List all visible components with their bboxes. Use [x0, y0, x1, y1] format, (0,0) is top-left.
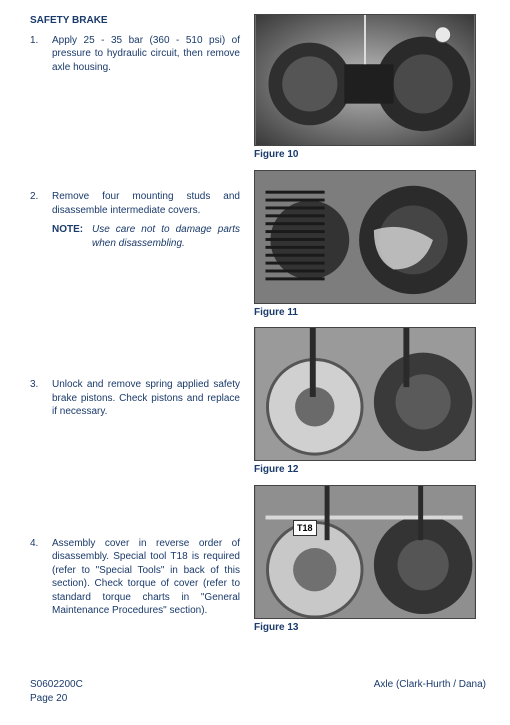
step-item: 3.Unlock and remove spring applied safet…	[30, 378, 240, 419]
step-note: NOTE:Use care not to damage parts when d…	[52, 223, 240, 250]
doc-code: S0602200C	[30, 678, 83, 692]
figure-block: Figure 12	[254, 327, 486, 477]
figure-image	[254, 327, 476, 461]
footer-right: Axle (Clark-Hurth / Dana)	[374, 678, 486, 705]
steps-list: 1.Apply 25 - 35 bar (360 - 510 psi) of p…	[30, 34, 240, 618]
step-number: 2.	[30, 190, 52, 250]
step-number: 1.	[30, 34, 52, 75]
step-number: 3.	[30, 378, 52, 419]
step-text: Remove four mounting studs and disassemb…	[52, 190, 240, 217]
figure-block: T18 Figure 13	[254, 485, 486, 635]
figure-block: Figure 10	[254, 14, 486, 162]
left-column: SAFETY BRAKE 1.Apply 25 - 35 bar (360 - …	[30, 14, 240, 642]
tool-tag: T18	[293, 520, 317, 536]
note-label: NOTE:	[52, 223, 92, 250]
figure-caption: Figure 12	[254, 463, 486, 477]
step-text: Assembly cover in reverse order of disas…	[52, 537, 240, 618]
figure-caption: Figure 10	[254, 148, 486, 162]
figure-caption: Figure 11	[254, 306, 486, 320]
step-body: Assembly cover in reverse order of disas…	[52, 537, 240, 618]
figure-block: Figure 11	[254, 170, 486, 320]
page-number: Page 20	[30, 692, 83, 706]
right-column: Figure 10 Figure 11 Figure 12 T18 Figure …	[254, 14, 486, 642]
step-item: 4.Assembly cover in reverse order of dis…	[30, 537, 240, 618]
figure-image	[254, 14, 476, 146]
step-body: Apply 25 - 35 bar (360 - 510 psi) of pre…	[52, 34, 240, 75]
step-text: Unlock and remove spring applied safety …	[52, 378, 240, 419]
figure-image	[254, 170, 476, 304]
step-item: 2.Remove four mounting studs and disasse…	[30, 190, 240, 250]
section-title: SAFETY BRAKE	[30, 14, 240, 28]
page-footer: S0602200C Page 20 Axle (Clark-Hurth / Da…	[30, 678, 486, 705]
footer-left: S0602200C Page 20	[30, 678, 83, 705]
step-number: 4.	[30, 537, 52, 618]
step-item: 1.Apply 25 - 35 bar (360 - 510 psi) of p…	[30, 34, 240, 75]
figure-image: T18	[254, 485, 476, 619]
step-body: Unlock and remove spring applied safety …	[52, 378, 240, 419]
figure-caption: Figure 13	[254, 621, 486, 635]
step-body: Remove four mounting studs and disassemb…	[52, 190, 240, 250]
note-text: Use care not to damage parts when disass…	[92, 223, 240, 250]
step-text: Apply 25 - 35 bar (360 - 510 psi) of pre…	[52, 34, 240, 75]
